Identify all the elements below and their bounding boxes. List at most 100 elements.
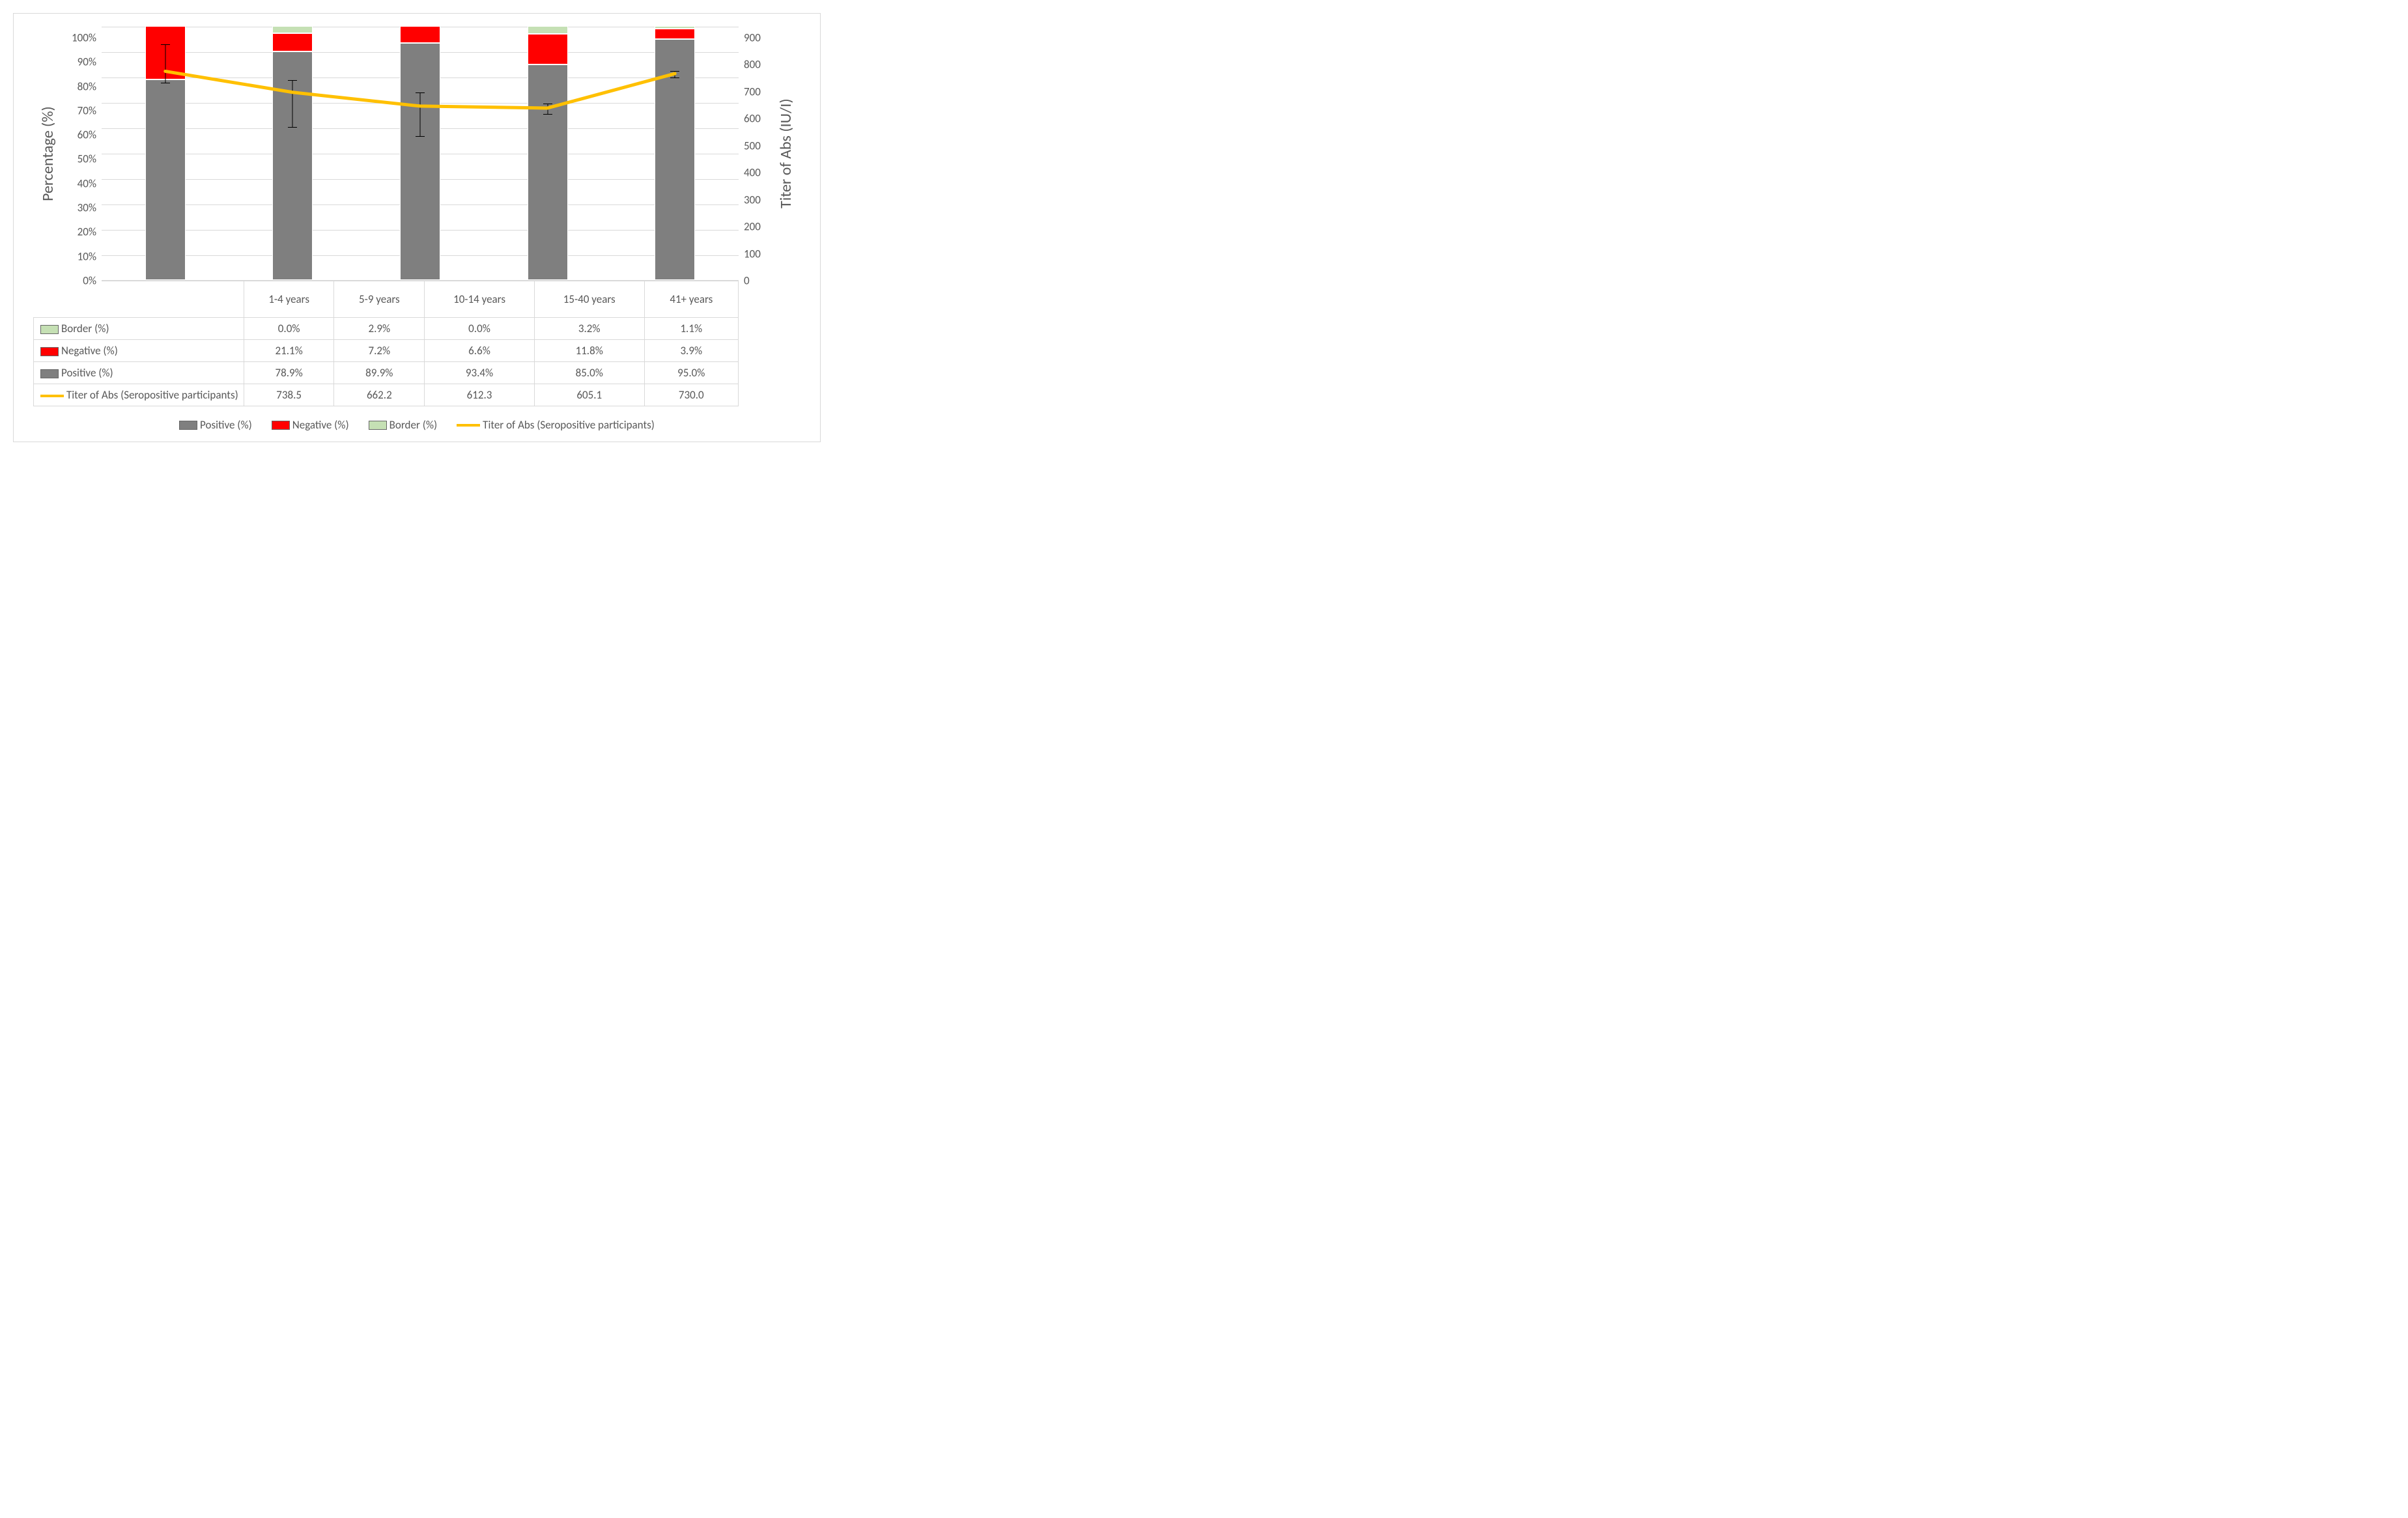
data-cell: 2.9% xyxy=(334,318,425,340)
swatch-negative-icon xyxy=(40,347,59,356)
legend-swatch-icon xyxy=(272,421,290,430)
legend-item: Negative (%) xyxy=(272,418,349,432)
row-header-cell: Titer of Abs (Seropositive participants) xyxy=(34,384,244,406)
y-left-tick: 40% xyxy=(63,178,96,189)
error-bar xyxy=(292,80,293,127)
y-right-tick: 500 xyxy=(744,140,771,151)
y-left-tick: 60% xyxy=(63,130,96,141)
bar-segment-positive xyxy=(145,79,186,280)
data-cell: 11.8% xyxy=(534,340,644,362)
bar-segment-negative xyxy=(400,26,440,43)
bar-segment-border xyxy=(655,26,695,29)
table-corner-cell xyxy=(34,281,244,318)
bar-segment-negative xyxy=(272,33,313,51)
chart-container: Percentage (%) 100%90%80%70%60%50%40%30%… xyxy=(13,13,821,442)
y-right-tick: 0 xyxy=(744,275,771,286)
y-left-tick: 20% xyxy=(63,227,96,238)
error-bar-cap-bottom xyxy=(416,136,425,137)
y-right-tick: 300 xyxy=(744,194,771,205)
data-cell: 738.5 xyxy=(244,384,334,406)
error-bar-cap-top xyxy=(416,92,425,93)
y-right-tick: 400 xyxy=(744,167,771,178)
bar-segment-positive xyxy=(528,64,568,281)
y-left-tick: 70% xyxy=(63,105,96,116)
y-left-tick: 30% xyxy=(63,203,96,214)
category-header: 5-9 years xyxy=(334,281,425,318)
y-right-tick: 900 xyxy=(744,33,771,44)
table-row: Titer of Abs (Seropositive participants)… xyxy=(34,384,739,406)
data-cell: 1.1% xyxy=(644,318,738,340)
row-header-cell: Border (%) xyxy=(34,318,244,340)
data-cell: 6.6% xyxy=(425,340,535,362)
data-cell: 0.0% xyxy=(244,318,334,340)
bar-group xyxy=(400,27,440,280)
y-axis-right-label: Titer of Abs (IU/I) xyxy=(771,27,800,281)
category-header: 10-14 years xyxy=(425,281,535,318)
row-header-cell: Positive (%) xyxy=(34,362,244,384)
data-cell: 662.2 xyxy=(334,384,425,406)
table-row: Positive (%)78.9%89.9%93.4%85.0%95.0% xyxy=(34,362,739,384)
bar-group xyxy=(655,27,695,280)
row-header-cell: Negative (%) xyxy=(34,340,244,362)
bar-group xyxy=(272,27,313,280)
data-cell: 78.9% xyxy=(244,362,334,384)
bar-segment-border xyxy=(528,26,568,34)
data-cell: 0.0% xyxy=(425,318,535,340)
error-bar-cap-top xyxy=(670,71,679,72)
y-right-tick: 700 xyxy=(744,86,771,97)
data-cell: 89.9% xyxy=(334,362,425,384)
data-table-wrap: 1-4 years5-9 years10-14 years15-40 years… xyxy=(33,281,800,406)
plot-area xyxy=(102,27,739,281)
bottom-legend: Positive (%)Negative (%)Border (%)Titer … xyxy=(33,418,800,432)
data-cell: 605.1 xyxy=(534,384,644,406)
data-cell: 21.1% xyxy=(244,340,334,362)
y-left-tick: 50% xyxy=(63,154,96,165)
legend-line-icon xyxy=(457,424,480,427)
category-header: 41+ years xyxy=(644,281,738,318)
error-bar-cap-bottom xyxy=(543,114,552,115)
bar-group xyxy=(145,27,186,280)
data-table: 1-4 years5-9 years10-14 years15-40 years… xyxy=(33,281,739,406)
data-cell: 7.2% xyxy=(334,340,425,362)
y-axis-right-ticks: 9008007006005004003002001000 xyxy=(739,27,771,281)
table-header-row: 1-4 years5-9 years10-14 years15-40 years… xyxy=(34,281,739,318)
error-bar-cap-top xyxy=(161,44,170,45)
y-left-tick: 0% xyxy=(63,275,96,286)
legend-swatch-icon xyxy=(179,421,197,430)
data-cell: 3.9% xyxy=(644,340,738,362)
y-right-tick: 200 xyxy=(744,221,771,232)
category-header: 15-40 years xyxy=(534,281,644,318)
error-bar-cap-bottom xyxy=(670,77,679,78)
data-cell: 3.2% xyxy=(534,318,644,340)
data-cell: 730.0 xyxy=(644,384,738,406)
error-bar-cap-top xyxy=(288,80,297,81)
bar-segment-negative xyxy=(655,29,695,38)
y-right-tick: 800 xyxy=(744,59,771,70)
y-left-tick: 90% xyxy=(63,57,96,68)
bar-segment-border xyxy=(272,26,313,33)
category-header: 1-4 years xyxy=(244,281,334,318)
bar-segment-positive xyxy=(400,43,440,280)
chart-body: Percentage (%) 100%90%80%70%60%50%40%30%… xyxy=(33,27,800,281)
error-bar xyxy=(419,92,420,135)
bars-wrap xyxy=(102,27,739,280)
data-cell: 612.3 xyxy=(425,384,535,406)
legend-item: Border (%) xyxy=(369,418,438,432)
y-left-tick: 10% xyxy=(63,251,96,262)
table-row: Negative (%)21.1%7.2%6.6%11.8%3.9% xyxy=(34,340,739,362)
bar-segment-negative xyxy=(528,34,568,64)
error-bar-cap-bottom xyxy=(288,127,297,128)
swatch-border-icon xyxy=(40,325,59,334)
table-row: Border (%)0.0%2.9%0.0%3.2%1.1% xyxy=(34,318,739,340)
data-cell: 95.0% xyxy=(644,362,738,384)
y-left-tick: 80% xyxy=(63,81,96,92)
y-axis-left-label: Percentage (%) xyxy=(33,27,63,281)
swatch-titer-line-icon xyxy=(40,395,64,397)
error-bar xyxy=(547,104,548,114)
bar-group xyxy=(528,27,568,280)
data-cell: 85.0% xyxy=(534,362,644,384)
y-right-tick: 100 xyxy=(744,248,771,259)
y-right-tick: 600 xyxy=(744,113,771,124)
y-axis-left-ticks: 100%90%80%70%60%50%40%30%20%10%0% xyxy=(63,27,102,281)
data-cell: 93.4% xyxy=(425,362,535,384)
